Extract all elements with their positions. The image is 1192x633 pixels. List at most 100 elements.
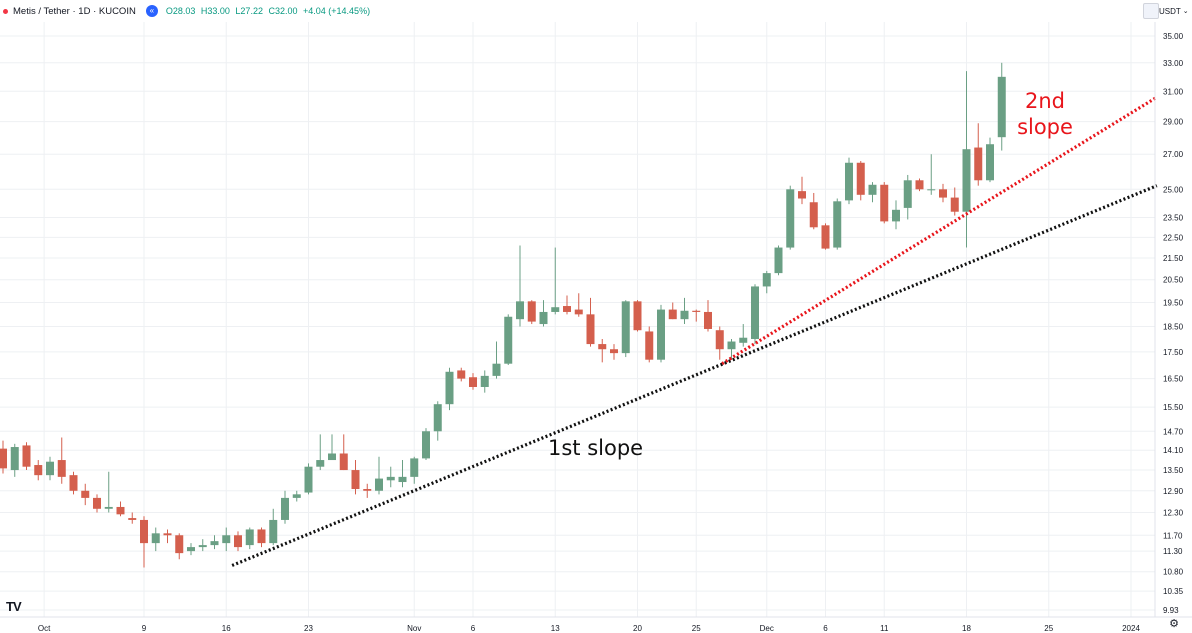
- y-tick-label: 31.00: [1163, 87, 1184, 96]
- candle-up: [480, 375, 489, 387]
- y-tick-label: 23.50: [1163, 214, 1184, 223]
- y-tick-label: 11.30: [1163, 547, 1183, 556]
- x-tick-label: 16: [222, 624, 231, 633]
- second-slope-label: 2nd slope: [1014, 88, 1076, 140]
- open-value: O28.03: [165, 6, 196, 16]
- candle-up: [445, 371, 454, 405]
- second-slope-trendline[interactable]: [721, 95, 1158, 366]
- change-value: +4.04 (+14.45%): [303, 6, 371, 16]
- candle-up: [504, 316, 513, 364]
- x-tick-label: Dec: [760, 624, 774, 633]
- candle-down: [116, 506, 125, 515]
- candle-down: [57, 460, 66, 477]
- candle-up: [151, 533, 160, 544]
- candle-up: [398, 476, 407, 483]
- candle-down: [915, 180, 924, 190]
- candle-down: [715, 330, 724, 350]
- x-tick-label: Oct: [38, 624, 51, 633]
- candle-down: [563, 306, 571, 312]
- tradingview-logo[interactable]: TV: [6, 599, 22, 614]
- symbol-title[interactable]: Metis / Tether · 1D · KUCOIN: [13, 5, 136, 17]
- y-tick-label: 20.50: [1163, 276, 1184, 285]
- second-slope-label-line1: 2nd: [1024, 89, 1065, 113]
- candle-up: [903, 180, 912, 208]
- y-tick-label: 19.50: [1163, 299, 1184, 308]
- y-tick-label: 14.10: [1163, 446, 1184, 455]
- y-tick-label: 12.90: [1163, 487, 1184, 496]
- x-tick-label: 6: [823, 624, 828, 633]
- candle-down: [704, 311, 712, 329]
- double-chevron-left-icon[interactable]: «: [145, 5, 158, 17]
- grid: [0, 22, 1155, 617]
- ohlc-values: O28.03 H33.00 L27.22 C32.00 +4.04 (+14.4…: [166, 6, 373, 16]
- candle-up: [328, 453, 336, 461]
- candles: [0, 62, 1006, 568]
- candle-down: [457, 370, 466, 379]
- x-tick-label: Nov: [407, 624, 421, 633]
- candle-up: [10, 447, 19, 471]
- y-tick-label: 35.00: [1163, 32, 1184, 41]
- first-slope-trendline[interactable]: [231, 184, 1158, 567]
- candle-down: [175, 535, 184, 554]
- candle-down: [234, 535, 242, 548]
- candle-down: [351, 470, 360, 490]
- candle-up: [621, 301, 630, 354]
- currency-label: USDT: [1159, 6, 1181, 16]
- x-tick-label: 6: [471, 624, 476, 633]
- candle-up: [281, 497, 289, 520]
- y-tick-label: 11.70: [1163, 531, 1183, 540]
- candle-up: [774, 247, 783, 274]
- candle-up: [210, 541, 219, 546]
- candle-down: [610, 349, 618, 354]
- candle-down: [0, 448, 7, 469]
- candle-up: [986, 144, 994, 181]
- candle-down: [257, 529, 266, 544]
- candle-down: [586, 314, 595, 345]
- low-value: L27.22: [235, 6, 263, 16]
- candle-down: [633, 301, 642, 331]
- candle-down: [809, 202, 818, 228]
- candle-down: [668, 309, 677, 320]
- candle-down: [692, 310, 701, 312]
- y-tick-label: 15.50: [1163, 403, 1184, 412]
- candle-down: [527, 301, 536, 322]
- candle-down: [798, 191, 806, 199]
- axes: 35.00 33.00 31.00 29.00 27.00 25.00 23.50 22.50…: [0, 22, 1192, 633]
- candle-up: [245, 529, 254, 546]
- candle-down: [140, 519, 148, 544]
- candle-up: [739, 337, 748, 343]
- candle-up: [997, 76, 1006, 138]
- candle-up: [433, 404, 442, 432]
- gear-icon[interactable]: ⚙: [1169, 618, 1179, 630]
- x-tick-label: 25: [692, 624, 701, 633]
- candle-down: [81, 490, 90, 498]
- candle-down: [339, 453, 348, 471]
- candle-down: [574, 309, 583, 315]
- y-tick-label: 16.50: [1163, 375, 1184, 384]
- currency-selector[interactable]: USDT ⌄: [1159, 3, 1189, 19]
- high-value: H33.00: [200, 6, 230, 16]
- trendlines[interactable]: [231, 95, 1158, 567]
- candle-up: [845, 162, 853, 201]
- candle-down: [598, 344, 607, 350]
- candle-up: [410, 458, 419, 477]
- y-tick-label: 29.00: [1163, 118, 1184, 127]
- auto-scale-button[interactable]: [1143, 3, 1159, 19]
- candle-down: [880, 184, 889, 222]
- y-tick-label: 9.93: [1163, 606, 1179, 615]
- symbol-legend: Metis / Tether · 1D · KUCOIN « O28.03 H3…: [0, 0, 1150, 22]
- candle-up: [539, 311, 548, 325]
- candle-up: [386, 476, 395, 481]
- candle-up: [422, 431, 430, 459]
- candle-up: [962, 149, 971, 212]
- y-tick-label: 14.70: [1163, 427, 1184, 436]
- second-slope-label-line2: slope: [1017, 115, 1073, 139]
- candle-up: [762, 273, 771, 287]
- candle-up: [316, 460, 325, 467]
- candle-down: [34, 465, 43, 476]
- x-tick-label: 23: [304, 624, 313, 633]
- y-tick-label: 33.00: [1163, 59, 1184, 68]
- candle-up: [680, 310, 689, 320]
- x-tick-label: 25: [1044, 624, 1053, 633]
